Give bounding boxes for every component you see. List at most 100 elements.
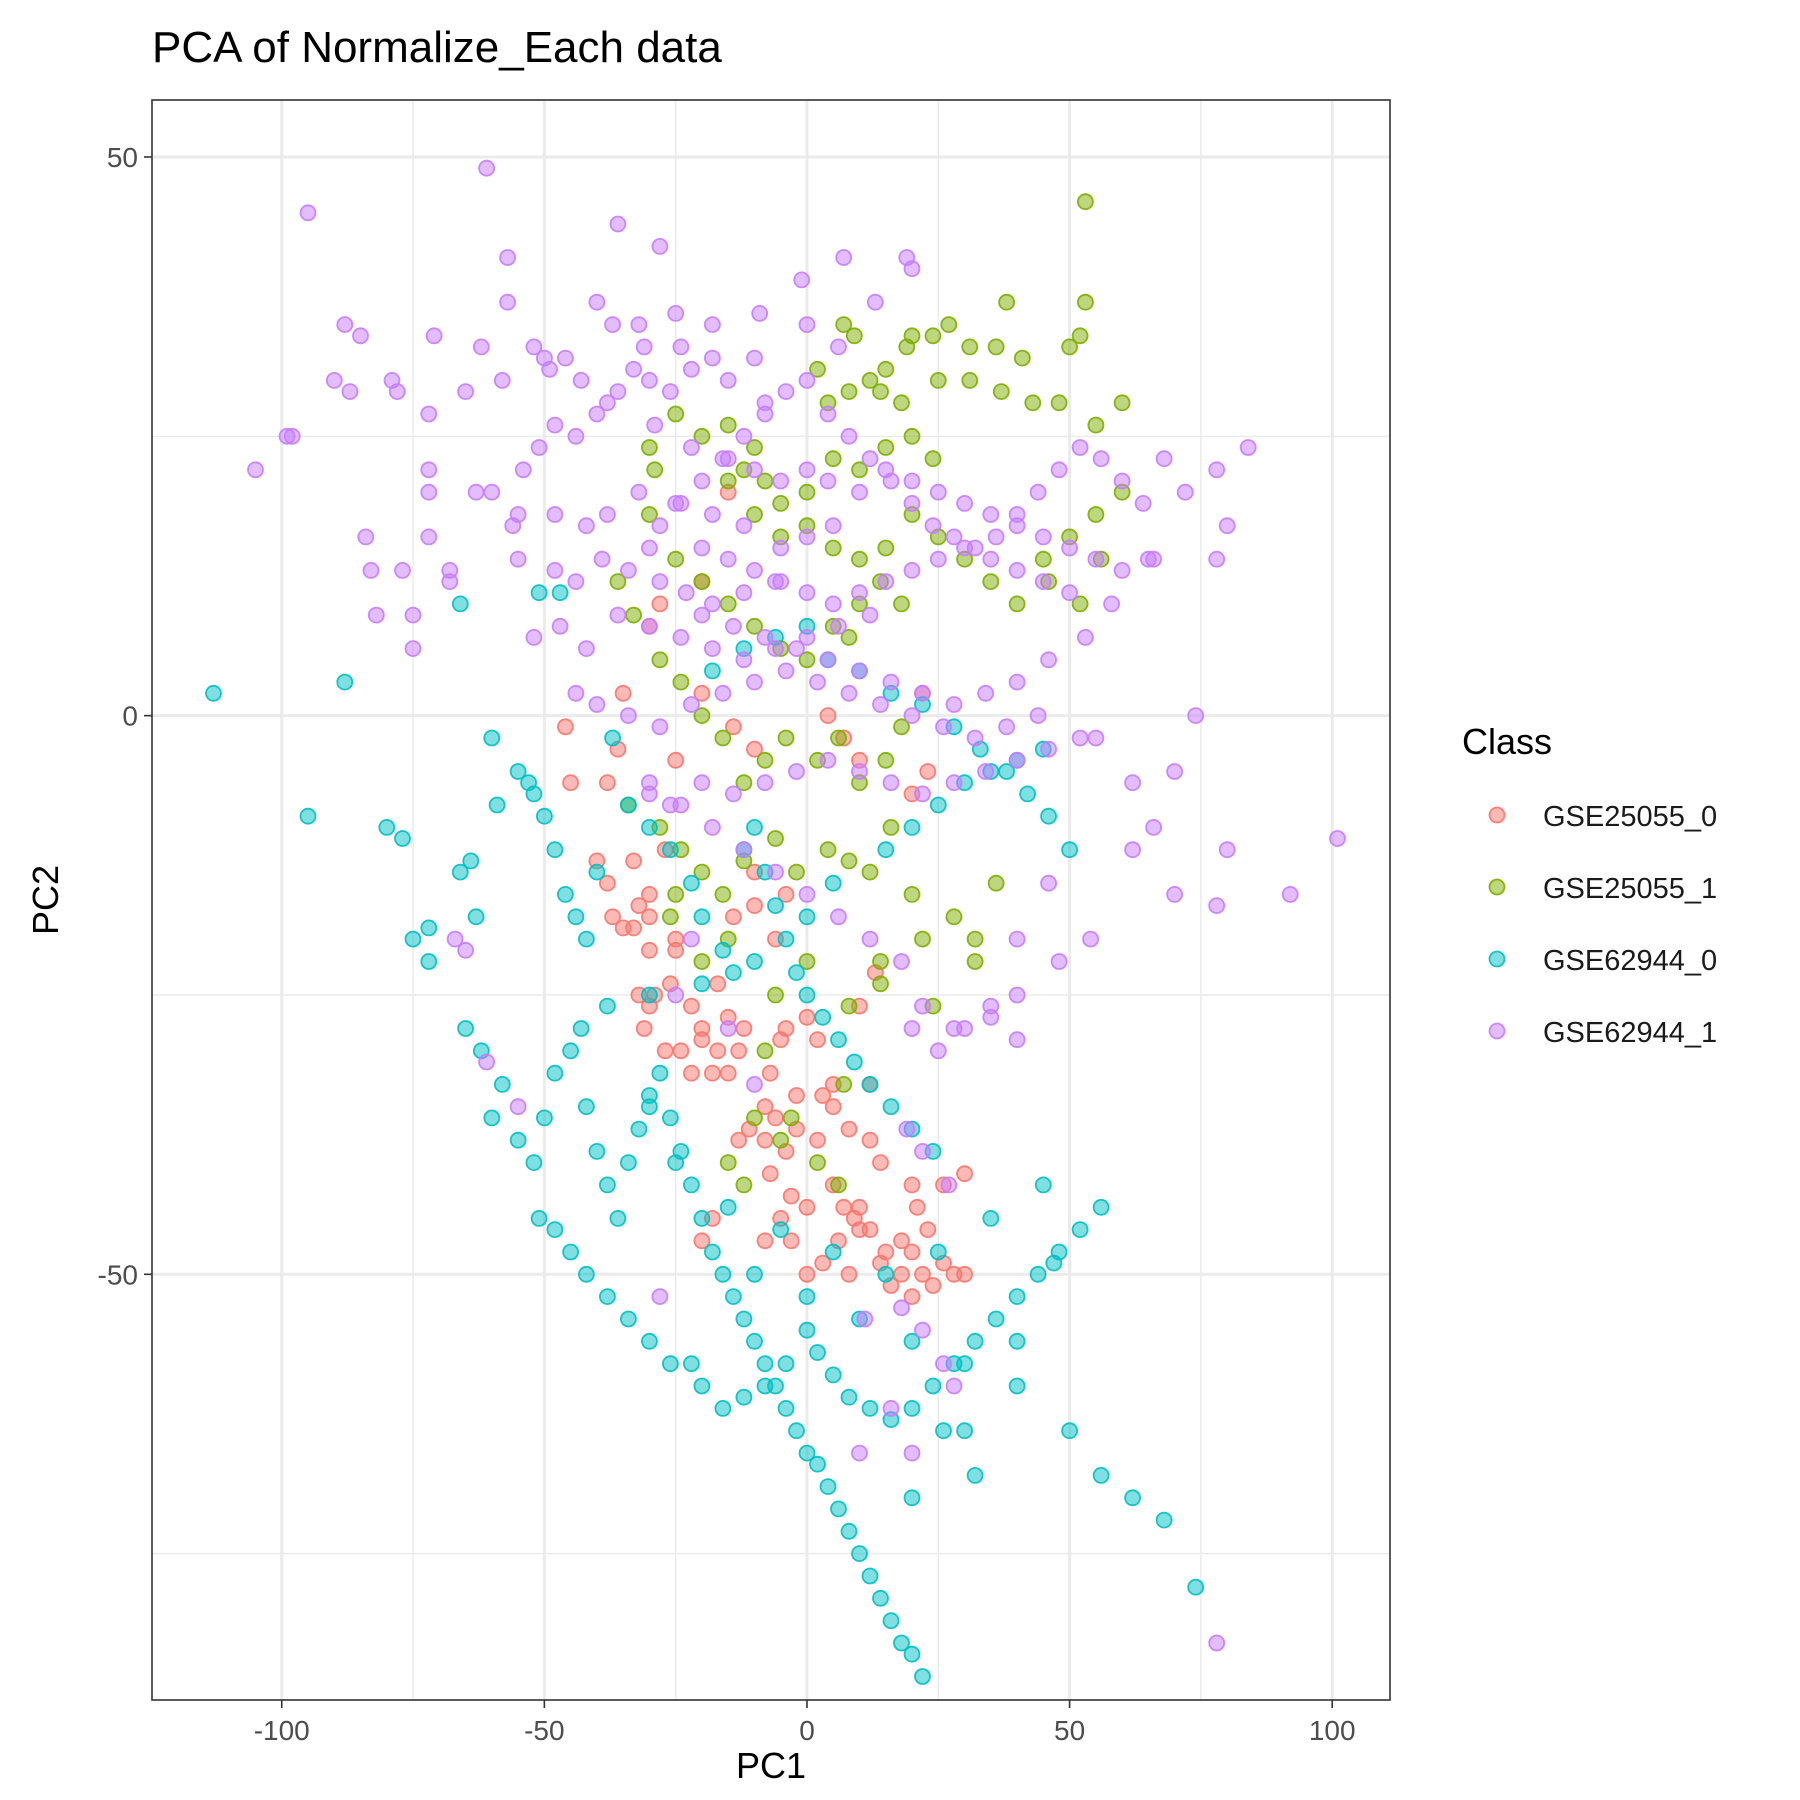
data-point [945, 774, 963, 792]
data-point [336, 316, 354, 334]
data-point [924, 517, 942, 535]
data-point [914, 1143, 931, 1160]
data-point [546, 1221, 564, 1238]
data-point [746, 819, 763, 836]
data-point [1061, 539, 1078, 557]
data-point [798, 908, 816, 926]
data-point [798, 986, 816, 1004]
data-point [767, 897, 784, 914]
data-point [914, 1321, 931, 1339]
data-point [467, 908, 485, 926]
data-point [614, 919, 632, 937]
data-point [662, 383, 679, 401]
data-point [641, 941, 658, 959]
data-point [651, 237, 669, 255]
data-point [1087, 550, 1105, 568]
data-point [704, 595, 721, 613]
data-point [567, 908, 585, 926]
data-point [861, 863, 879, 881]
data-point [1124, 774, 1141, 792]
data-point [756, 1377, 774, 1395]
data-point [840, 997, 858, 1015]
data-point [609, 383, 627, 401]
data-point [893, 1299, 910, 1317]
data-point [966, 1332, 984, 1350]
data-point [557, 349, 574, 367]
data-point [588, 1143, 606, 1160]
data-point [835, 249, 853, 266]
data-point [1008, 1031, 1026, 1049]
data-point [798, 886, 816, 903]
data-point [824, 595, 842, 613]
data-point [704, 506, 721, 523]
legend-key [1488, 950, 1506, 968]
data-point [1029, 1265, 1047, 1283]
data-point [914, 684, 931, 702]
data-point [914, 1668, 931, 1685]
legend-key [1488, 1022, 1506, 1040]
data-point [987, 528, 1005, 546]
data-point [546, 841, 564, 859]
data-point [861, 1400, 879, 1417]
data-point [824, 517, 842, 535]
data-point [882, 1400, 900, 1417]
data-point [903, 1645, 921, 1663]
data-point [772, 539, 790, 557]
data-point [830, 1031, 847, 1049]
data-point [704, 819, 721, 836]
data-point [551, 617, 569, 635]
data-point [693, 606, 711, 624]
data-point [798, 1444, 816, 1462]
data-point [609, 1210, 627, 1227]
data-point [956, 1020, 973, 1037]
data-point [861, 371, 879, 389]
data-point [1077, 629, 1094, 646]
data-point [704, 349, 721, 367]
data-point [609, 573, 627, 590]
data-point [725, 964, 742, 981]
data-point [641, 371, 658, 389]
data-point [987, 1310, 1005, 1328]
data-point [830, 1176, 847, 1194]
data-point [767, 863, 784, 881]
data-point [929, 1042, 947, 1060]
data-point [683, 1355, 700, 1373]
data-point [683, 1176, 700, 1194]
data-point [809, 1344, 826, 1361]
data-point [683, 930, 700, 948]
data-point [1008, 1332, 1026, 1350]
data-point [782, 1187, 800, 1205]
data-point [383, 371, 401, 389]
data-point [809, 1031, 826, 1049]
data-point [798, 584, 816, 602]
data-point [1087, 729, 1105, 747]
data-point [903, 819, 921, 836]
data-point [588, 696, 606, 713]
data-point [914, 997, 931, 1015]
data-point [651, 517, 669, 535]
data-point [735, 517, 753, 535]
data-point [866, 293, 884, 311]
data-point [903, 1332, 921, 1350]
x-tick-label: -50 [524, 1715, 564, 1746]
data-point [1166, 886, 1183, 903]
data-point [929, 483, 947, 501]
data-point [641, 886, 658, 903]
data-point [593, 550, 611, 568]
data-point [693, 427, 711, 445]
data-point [903, 494, 921, 512]
data-point [861, 450, 879, 468]
data-point [882, 1612, 900, 1630]
data-point [746, 740, 763, 758]
data-point [824, 1243, 842, 1261]
data-point [651, 651, 669, 669]
data-point [945, 1377, 963, 1395]
data-point [1124, 841, 1141, 859]
data-point [772, 494, 790, 512]
x-tick-label: 50 [1054, 1715, 1085, 1746]
data-point [898, 1120, 916, 1138]
data-point [840, 852, 858, 870]
data-point [1239, 439, 1257, 456]
data-point [903, 1288, 921, 1305]
data-point [830, 617, 847, 635]
